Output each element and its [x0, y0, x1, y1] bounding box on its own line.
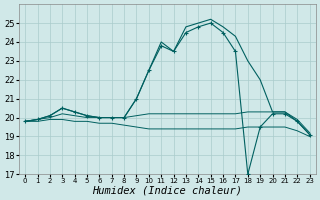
X-axis label: Humidex (Indice chaleur): Humidex (Indice chaleur)	[92, 186, 242, 196]
